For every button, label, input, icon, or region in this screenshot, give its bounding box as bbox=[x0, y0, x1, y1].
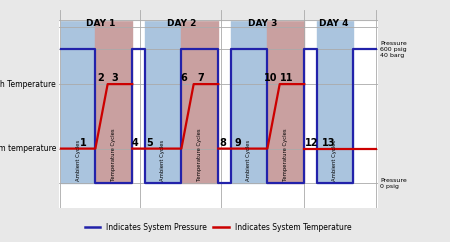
Bar bbox=[316, 20, 353, 183]
Bar bbox=[144, 20, 181, 183]
Text: Ambient Cycles: Ambient Cycles bbox=[333, 140, 338, 181]
Bar bbox=[95, 20, 132, 183]
Text: 7: 7 bbox=[198, 73, 204, 83]
Text: Pressure
600 psig
40 barg: Pressure 600 psig 40 barg bbox=[380, 41, 407, 58]
Text: DAY 3: DAY 3 bbox=[248, 19, 277, 28]
Text: 11: 11 bbox=[280, 73, 294, 83]
Text: DAY 1: DAY 1 bbox=[86, 19, 115, 28]
Bar bbox=[181, 20, 218, 183]
Text: 8: 8 bbox=[220, 138, 227, 148]
Bar bbox=[230, 20, 267, 183]
Bar bbox=[61, 20, 95, 183]
Text: 1: 1 bbox=[80, 138, 86, 148]
Text: High Temperature: High Temperature bbox=[0, 80, 56, 89]
Text: 12: 12 bbox=[305, 138, 319, 148]
Text: Ambient Cycles: Ambient Cycles bbox=[161, 140, 166, 181]
Text: 9: 9 bbox=[234, 138, 241, 148]
Legend: Indicates System Pressure, Indicates System Temperature: Indicates System Pressure, Indicates Sys… bbox=[82, 220, 355, 235]
Text: 3: 3 bbox=[112, 73, 118, 83]
Text: 2: 2 bbox=[97, 73, 104, 83]
Text: 13: 13 bbox=[322, 138, 336, 148]
Text: Room temperature: Room temperature bbox=[0, 144, 56, 153]
Text: Temperature Cycles: Temperature Cycles bbox=[111, 128, 116, 181]
Text: Temperature Cycles: Temperature Cycles bbox=[197, 128, 202, 181]
Text: Temperature Cycles: Temperature Cycles bbox=[284, 128, 288, 181]
Text: Ambient Cycles: Ambient Cycles bbox=[247, 140, 252, 181]
Bar bbox=[267, 20, 304, 183]
Text: Ambient Cycles: Ambient Cycles bbox=[76, 140, 81, 181]
Text: 5: 5 bbox=[146, 138, 153, 148]
Text: Pressure
0 psig: Pressure 0 psig bbox=[380, 178, 407, 189]
Text: 6: 6 bbox=[180, 73, 187, 83]
Text: DAY 2: DAY 2 bbox=[166, 19, 196, 28]
Text: DAY 4: DAY 4 bbox=[319, 19, 348, 28]
Text: 4: 4 bbox=[131, 138, 138, 148]
Text: 10: 10 bbox=[264, 73, 278, 83]
